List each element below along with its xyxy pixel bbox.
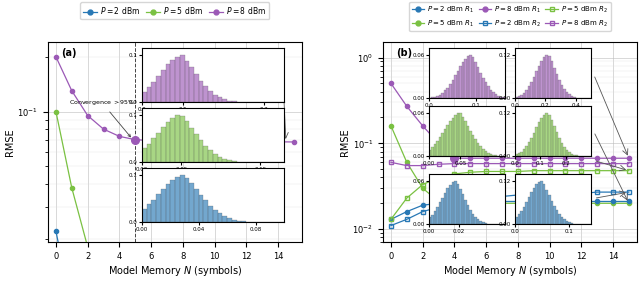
Y-axis label: RMSE: RMSE xyxy=(340,128,349,156)
Y-axis label: RMSE: RMSE xyxy=(4,128,15,156)
X-axis label: Model Memory $N$ (symbols): Model Memory $N$ (symbols) xyxy=(443,264,577,278)
Text: Convergence $>95\%$: Convergence $>95\%$ xyxy=(68,98,135,137)
X-axis label: Model Memory $N$ (symbols): Model Memory $N$ (symbols) xyxy=(108,264,242,278)
Text: (a): (a) xyxy=(61,48,76,58)
Legend: $P = 2$ dBm $R_1$, $P = 5$ dBm $R_1$, $P = 8$ dBm $R_1$, $P = 2$ dBm $R_2$, $P =: $P = 2$ dBm $R_1$, $P = 5$ dBm $R_1$, $P… xyxy=(409,2,611,31)
Text: (b): (b) xyxy=(396,48,412,58)
Legend: $P = 2$ dBm, $P = 5$ dBm, $P = 8$ dBm: $P = 2$ dBm, $P = 5$ dBm, $P = 8$ dBm xyxy=(81,2,269,19)
